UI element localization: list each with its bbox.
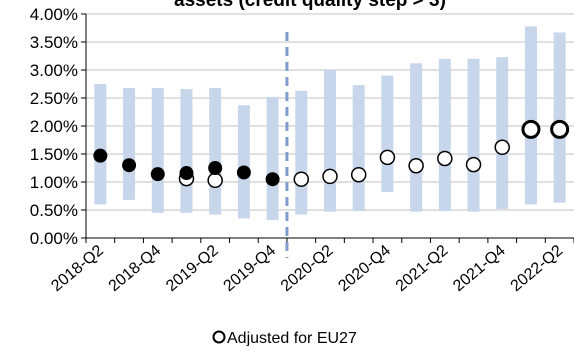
range-bar — [410, 63, 423, 212]
y-tick-label: 2.50% — [30, 89, 78, 108]
legend: Adjusted for EU27 — [212, 330, 357, 347]
filled-marker — [265, 172, 280, 187]
range-bars — [94, 26, 566, 221]
hollow-marker — [521, 119, 541, 139]
y-tick-label: 2.00% — [30, 117, 78, 136]
range-bar — [237, 105, 250, 219]
y-tick-label: 0.50% — [30, 201, 78, 220]
range-bar — [553, 32, 566, 203]
range-bar — [94, 84, 107, 205]
x-tick-label: 2019-Q4 — [221, 242, 280, 295]
filled-marker — [179, 166, 194, 181]
y-tick-label: 3.00% — [30, 61, 78, 80]
filled-marker — [236, 165, 251, 180]
filled-marker — [122, 158, 137, 173]
range-bar — [209, 87, 222, 215]
legend-hollow-marker-icon — [212, 330, 226, 344]
x-tick-label: 2018-Q2 — [48, 242, 107, 295]
hollow-marker — [408, 158, 424, 174]
chart-title: assets (credit quality step > 3) — [174, 0, 446, 11]
hollow-marker — [322, 168, 338, 185]
hollow-marker — [437, 150, 453, 167]
y-tick-label: 1.50% — [30, 145, 78, 164]
hollow-marker — [379, 149, 396, 166]
range-bar — [180, 89, 193, 213]
range-bar — [266, 96, 279, 221]
hollow-marker — [207, 172, 223, 189]
x-tick-label: 2021-Q2 — [393, 242, 452, 295]
legend-label: Adjusted for EU27 — [227, 330, 357, 346]
x-tick-label: 2022-Q2 — [508, 242, 567, 295]
x-tick-label: 2019-Q2 — [163, 242, 222, 295]
range-bar — [496, 57, 509, 209]
hollow-marker — [350, 166, 367, 183]
y-tick-labels: 0.00% 0.50% 1.00% 1.50% 2.00% 2.50% 3.00% 3.50%… — [30, 5, 78, 248]
range-bar — [151, 87, 164, 213]
y-tick-label: 0.00% — [30, 229, 78, 248]
y-tick-label: 4.00% — [30, 5, 78, 24]
range-bar — [352, 85, 365, 212]
range-bar — [467, 58, 480, 212]
range-bar — [123, 87, 136, 200]
x-tick-labels: 2018-Q22018-Q42019-Q22019-Q42020-Q22020-… — [48, 242, 566, 295]
range-bar — [324, 70, 336, 212]
hollow-marker — [293, 171, 310, 187]
markers — [93, 119, 570, 189]
hollow-marker — [465, 156, 482, 173]
chart-title-group: assets (credit quality step > 3) — [174, 0, 446, 11]
filled-marker — [93, 148, 108, 163]
hollow-marker — [550, 119, 570, 139]
axes — [81, 13, 574, 243]
range-bar — [381, 75, 394, 193]
filled-marker — [208, 161, 223, 175]
range-bar — [524, 26, 537, 205]
y-tick-label: 3.50% — [30, 33, 78, 52]
filled-marker — [150, 167, 165, 182]
x-tick-label: 2020-Q4 — [335, 242, 394, 295]
x-tick-label: 2018-Q4 — [106, 242, 165, 295]
range-bar — [295, 90, 308, 215]
y-tick-label: 1.00% — [30, 173, 78, 192]
hollow-marker — [494, 139, 510, 156]
range-bar — [438, 58, 451, 212]
x-tick-label: 2021-Q4 — [450, 242, 509, 295]
